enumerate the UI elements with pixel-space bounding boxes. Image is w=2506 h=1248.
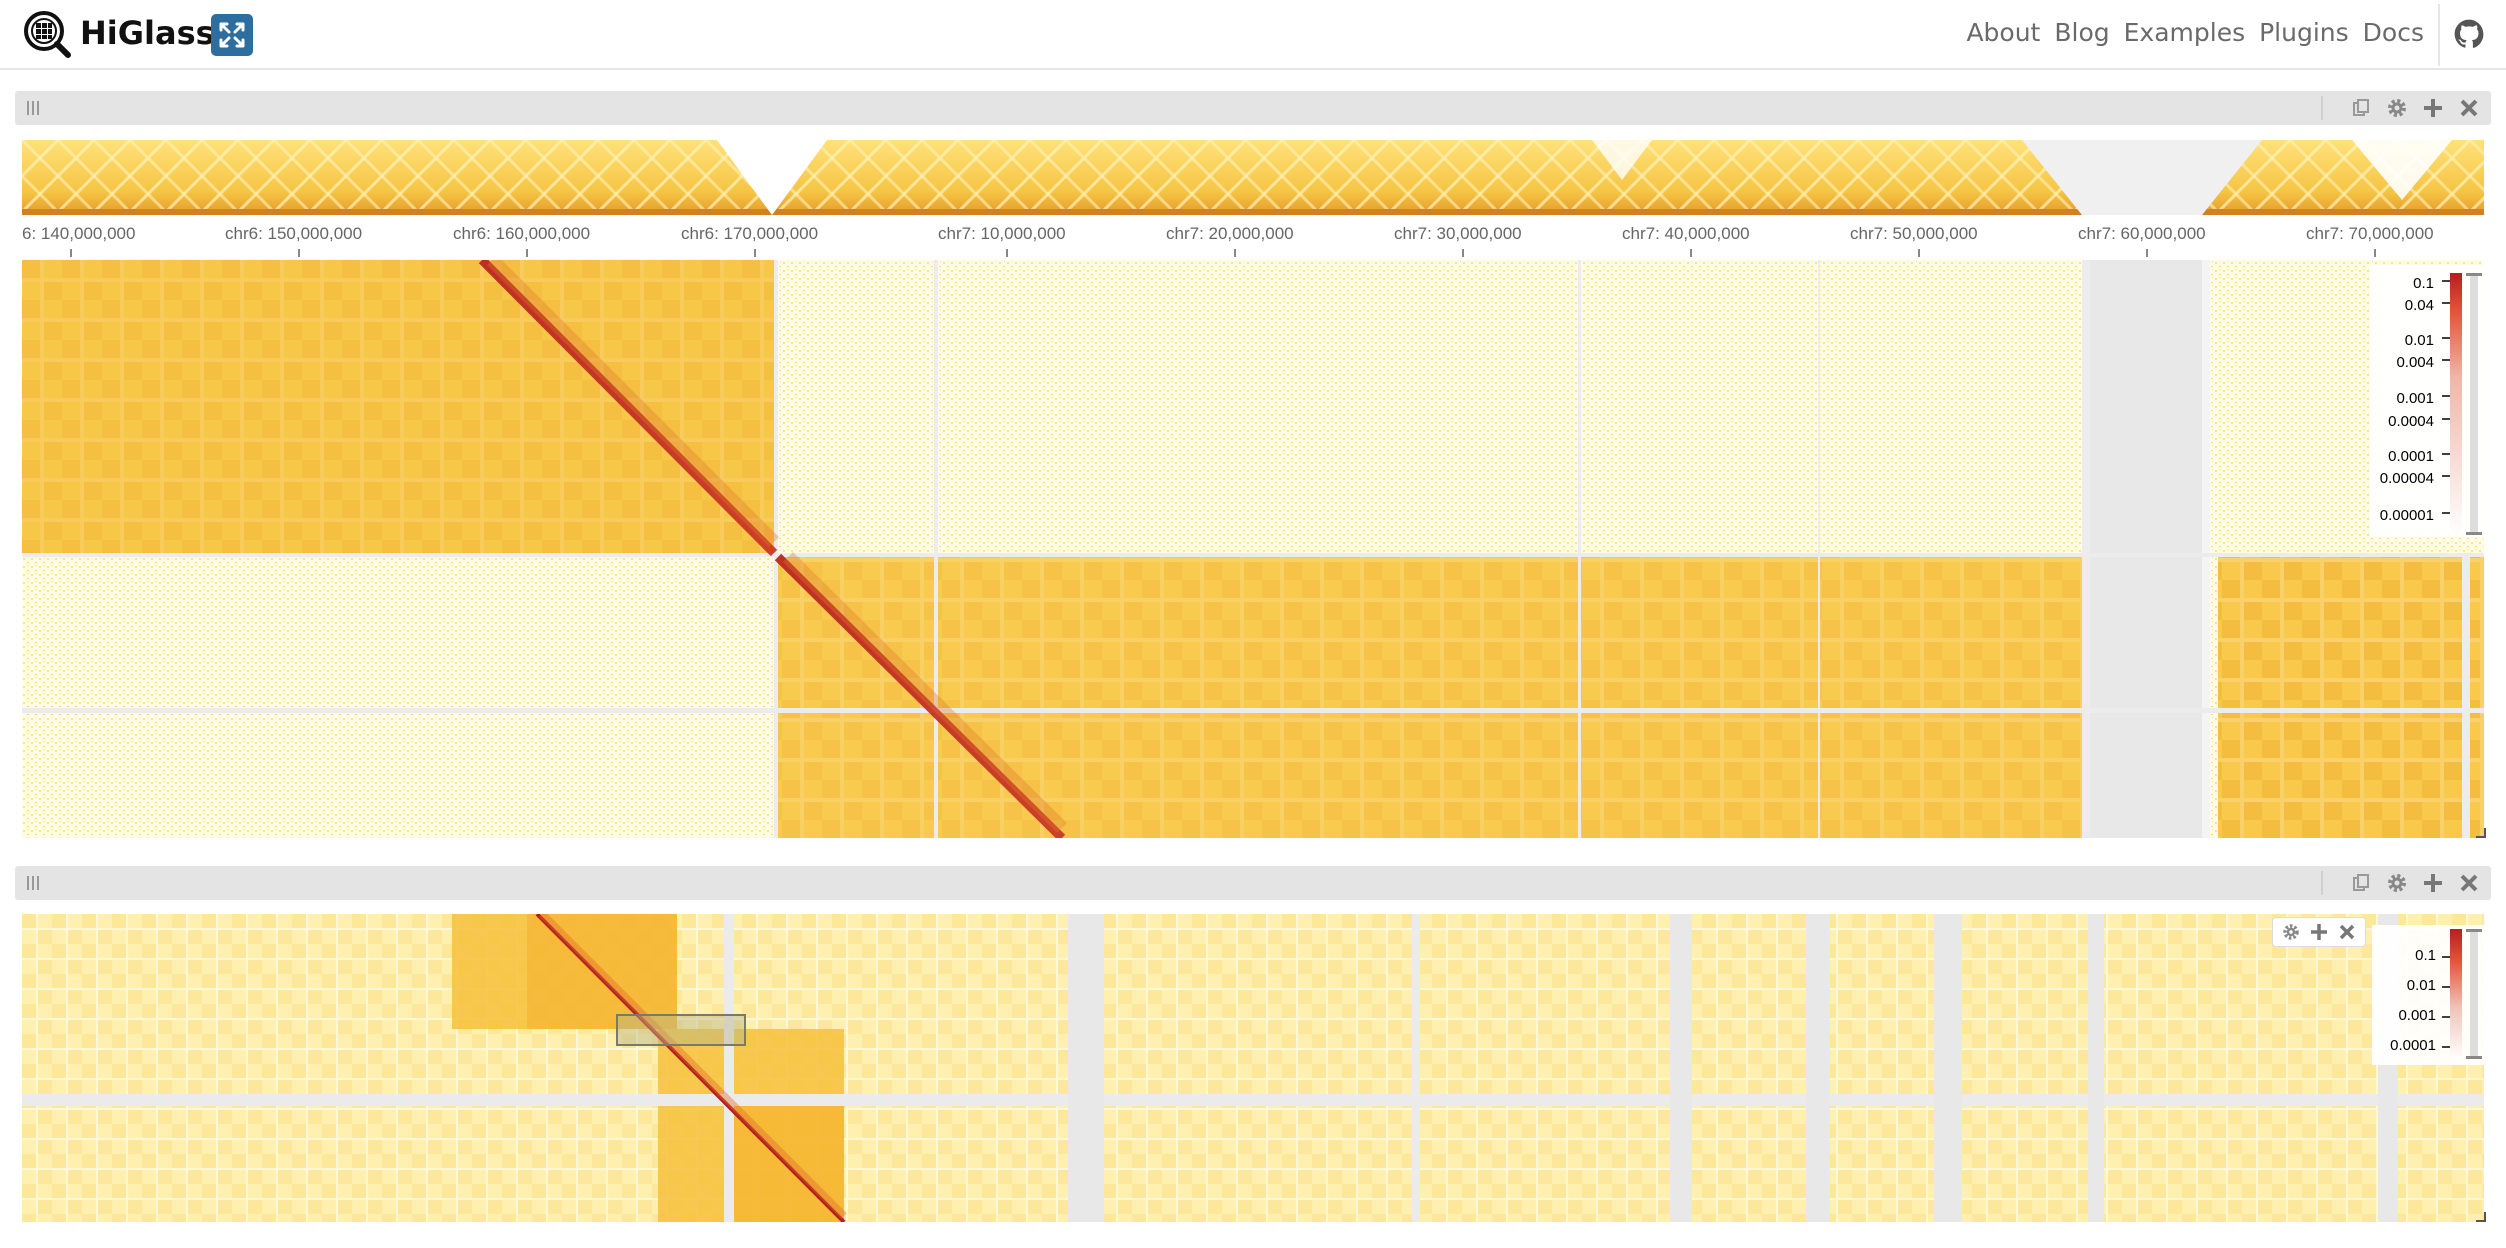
gear-icon[interactable] — [2385, 871, 2409, 895]
gear-icon[interactable] — [2281, 922, 2301, 942]
nav-blog[interactable]: Blog — [2054, 18, 2110, 47]
colorbar-label: 0.04 — [2404, 297, 2434, 314]
colorbar-label: 0.001 — [2396, 390, 2434, 407]
resize-handle-icon[interactable] — [2476, 1212, 2486, 1222]
colorbar-gradient — [2442, 929, 2482, 1059]
fullscreen-button[interactable] — [211, 14, 253, 56]
close-icon[interactable] — [2337, 922, 2357, 942]
bottom-view-header[interactable] — [15, 866, 2491, 900]
colorbar-label: 0.0001 — [2388, 448, 2434, 465]
colorbar-label: 0.001 — [2398, 1007, 2436, 1024]
resize-handle-icon[interactable] — [2476, 828, 2486, 838]
colorbar-label: 0.0001 — [2390, 1037, 2436, 1054]
overview-heatmap-graphic — [22, 914, 2484, 1222]
view-controls — [2321, 871, 2481, 895]
axis-tick-label: chr6: 170,000,000 — [681, 224, 819, 243]
colorbar-gradient — [2442, 273, 2482, 535]
gear-icon[interactable] — [2385, 96, 2409, 120]
add-icon[interactable] — [2421, 96, 2445, 120]
github-icon[interactable] — [2454, 19, 2484, 49]
top-colorbar[interactable]: 0.1 0.04 0.01 0.004 0.001 0.0004 0.0001 … — [2370, 265, 2486, 537]
axis-tick-label: chr7: 60,000,000 — [2078, 224, 2206, 243]
colorbar-label: 0.004 — [2396, 354, 2434, 371]
axis-tick — [526, 249, 528, 257]
axis-tick-label: chr7: 30,000,000 — [1394, 224, 1522, 243]
horizontal-heatmap-graphic — [22, 140, 2484, 215]
colorbar-label: 0.01 — [2404, 332, 2434, 349]
colorbar-label: 0.1 — [2415, 947, 2436, 964]
view-controls-divider — [2321, 96, 2323, 120]
view-controls-divider — [2321, 871, 2323, 895]
copy-icon[interactable] — [2349, 96, 2373, 120]
add-icon[interactable] — [2309, 922, 2329, 942]
copy-icon[interactable] — [2349, 871, 2373, 895]
axis-tick-label: chr7: 50,000,000 — [1850, 224, 1978, 243]
nav-docs[interactable]: Docs — [2362, 18, 2424, 47]
colorbar-label: 0.00004 — [2379, 470, 2434, 487]
axis-tick — [1462, 249, 1464, 257]
axis-tick — [298, 249, 300, 257]
colorbar-label: 0.00001 — [2379, 507, 2434, 524]
nav-plugins[interactable]: Plugins — [2259, 18, 2349, 47]
overview-heatmap-track[interactable] — [22, 914, 2484, 1222]
track-controls — [2272, 917, 2366, 947]
add-icon[interactable] — [2421, 871, 2445, 895]
main-heatmap-track[interactable] — [22, 260, 2484, 838]
axis-tick — [2146, 249, 2148, 257]
top-view-header[interactable] — [15, 91, 2491, 125]
axis-tick — [754, 249, 756, 257]
axis-tick-label: chr7: 70,000,000 — [2306, 224, 2434, 243]
axis-tick-label: chr6: 150,000,000 — [225, 224, 363, 243]
axis-tick — [2374, 249, 2376, 257]
view-controls — [2321, 96, 2481, 120]
colorbar-label: 0.0004 — [2388, 413, 2434, 430]
colorbar-label: 0.1 — [2413, 275, 2434, 292]
nav-examples[interactable]: Examples — [2123, 18, 2246, 47]
axis-tick — [1234, 249, 1236, 257]
main-nav: About Blog Examples Plugins Docs — [1966, 18, 2424, 47]
axis-tick-label: 6: 140,000,000 — [22, 224, 136, 243]
nav-about[interactable]: About — [1966, 18, 2041, 47]
axis-tick — [1006, 249, 1008, 257]
axis-tick-label: chr7: 10,000,000 — [938, 224, 1066, 243]
axis-tick-label: chr6: 160,000,000 — [453, 224, 591, 243]
nav-divider — [2438, 4, 2440, 66]
bottom-colorbar[interactable]: 0.1 0.01 0.001 0.0001 — [2372, 925, 2486, 1065]
axis-tick — [70, 249, 72, 257]
axis-tick — [1918, 249, 1920, 257]
main-heatmap-graphic — [22, 260, 2484, 838]
drag-handle-icon[interactable] — [27, 876, 39, 890]
horizontal-heatmap-track[interactable] — [22, 140, 2484, 215]
fullscreen-icon — [219, 22, 245, 48]
brand-title: HiGlass — [80, 14, 215, 52]
axis-tick — [1690, 249, 1692, 257]
top-navbar: HiGlass About Blog Examples Plugins Docs — [0, 0, 2506, 70]
axis-tick-label: chr7: 40,000,000 — [1622, 224, 1750, 243]
genome-axis: 6: 140,000,000 chr6: 150,000,000 chr6: 1… — [22, 215, 2484, 257]
higlass-logo-icon[interactable] — [22, 9, 72, 59]
drag-handle-icon[interactable] — [27, 101, 39, 115]
axis-tick-label: chr7: 20,000,000 — [1166, 224, 1294, 243]
colorbar-label: 0.01 — [2406, 977, 2436, 994]
close-icon[interactable] — [2457, 871, 2481, 895]
close-icon[interactable] — [2457, 96, 2481, 120]
